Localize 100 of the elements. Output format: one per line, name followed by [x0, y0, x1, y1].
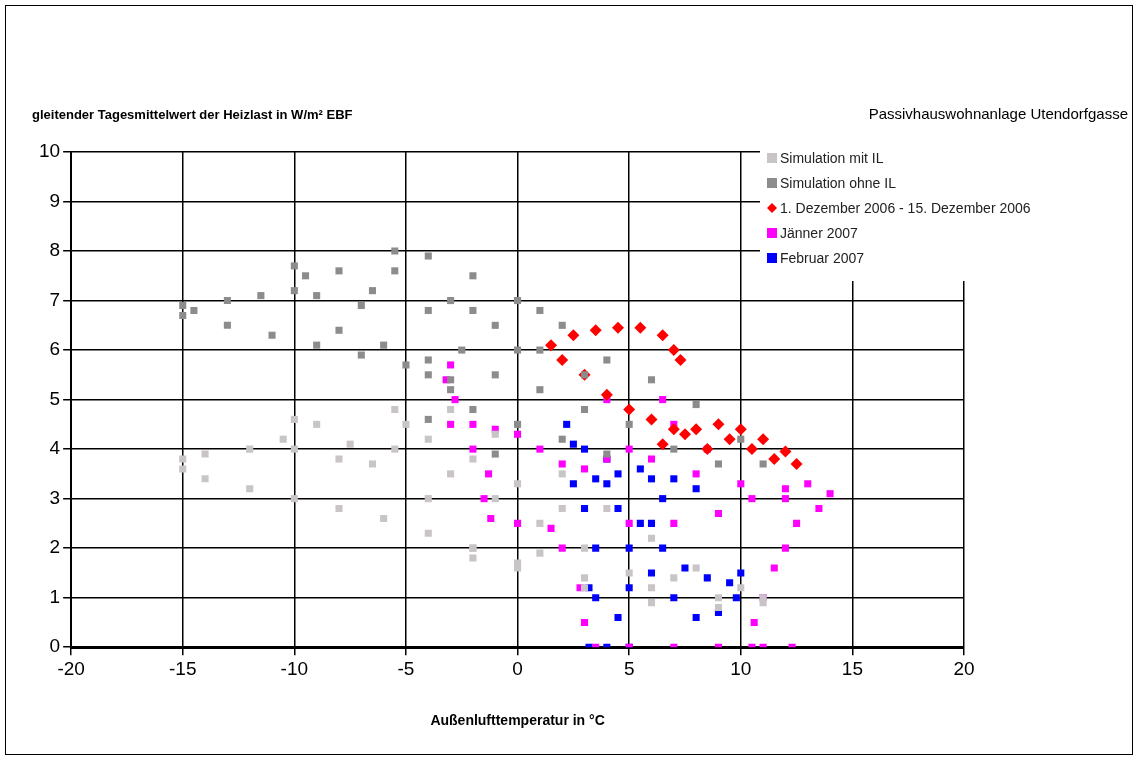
point: [793, 519, 801, 527]
point: [458, 346, 466, 354]
point: [656, 438, 669, 451]
point: [692, 564, 700, 572]
point: [581, 544, 589, 552]
point: [645, 413, 658, 426]
point: [547, 524, 555, 532]
point: [592, 594, 600, 602]
point: [424, 371, 432, 379]
point: [603, 356, 611, 364]
point: [335, 267, 343, 275]
point: [368, 287, 377, 295]
point: [603, 450, 611, 458]
point: [712, 418, 725, 431]
point: [625, 569, 633, 577]
point: [603, 505, 611, 513]
point: [485, 470, 493, 478]
point: [514, 564, 522, 572]
point: [670, 519, 678, 527]
point: [647, 569, 656, 577]
point: [670, 475, 678, 483]
point: [368, 460, 377, 468]
point: [567, 329, 580, 342]
point: [625, 584, 633, 592]
y-tick-label: 9: [49, 189, 61, 211]
point: [257, 292, 265, 300]
x-tick-label: -10: [280, 657, 309, 679]
point: [625, 445, 633, 453]
point: [659, 544, 667, 552]
point: [625, 519, 633, 527]
point: [487, 514, 495, 522]
point: [558, 470, 566, 478]
point: [313, 420, 321, 428]
x-tick-label: -20: [57, 657, 85, 679]
point: [714, 594, 722, 602]
point: [647, 376, 656, 384]
x-tick-label: 10: [730, 657, 752, 679]
point: [667, 344, 680, 357]
point: [634, 321, 647, 334]
point: [424, 252, 432, 260]
point: [201, 475, 209, 483]
point: [647, 519, 656, 527]
point: [447, 405, 455, 414]
point: [491, 495, 499, 503]
point: [469, 405, 477, 414]
point: [190, 306, 198, 314]
point: [447, 297, 455, 305]
point: [558, 321, 566, 329]
point: [424, 306, 432, 314]
point: [268, 331, 276, 339]
point: [246, 485, 254, 493]
point: [714, 509, 722, 518]
point: [514, 480, 522, 488]
point: [424, 435, 432, 443]
point: [714, 460, 722, 468]
point: [491, 321, 499, 329]
point: [768, 453, 781, 466]
point: [737, 569, 745, 577]
point: [246, 445, 254, 453]
y-tick-label: 6: [49, 338, 61, 360]
legend-label: Februar 2007: [780, 249, 865, 266]
point: [703, 574, 711, 582]
point: [469, 420, 477, 428]
point: [589, 324, 602, 337]
point: [737, 435, 745, 443]
point: [357, 301, 365, 310]
point: [313, 292, 321, 300]
point: [290, 495, 298, 503]
point: [670, 574, 678, 582]
legend-label: Simulation mit IL: [780, 149, 884, 166]
point: [447, 361, 455, 369]
point: [514, 519, 522, 527]
x-tick-label: 20: [953, 657, 975, 679]
point: [581, 405, 589, 414]
x-axis-title: Außenlufttemperatur in °C: [430, 712, 605, 729]
point: [556, 353, 569, 366]
point: [726, 579, 734, 587]
y-axis-title: gleitender Tagesmittelwert der Heizlast in W/m² EBF: [32, 107, 353, 122]
point: [514, 420, 522, 428]
point: [346, 440, 354, 448]
x-tick-label: -5: [397, 657, 415, 679]
point: [714, 604, 722, 612]
point: [790, 457, 803, 470]
point: [757, 433, 770, 446]
point: [770, 564, 778, 572]
point: [581, 445, 589, 453]
point: [647, 599, 656, 607]
point: [391, 267, 399, 275]
y-tick-label: 2: [49, 536, 61, 558]
point: [581, 618, 589, 626]
y-tick-label: 10: [38, 140, 61, 162]
point: [737, 480, 745, 488]
point: [179, 455, 187, 463]
point: [647, 534, 656, 542]
y-tick-label: 0: [49, 635, 61, 657]
point: [424, 356, 432, 364]
point: [480, 495, 488, 503]
point: [558, 435, 566, 443]
point: [469, 306, 477, 314]
point: [779, 445, 792, 458]
